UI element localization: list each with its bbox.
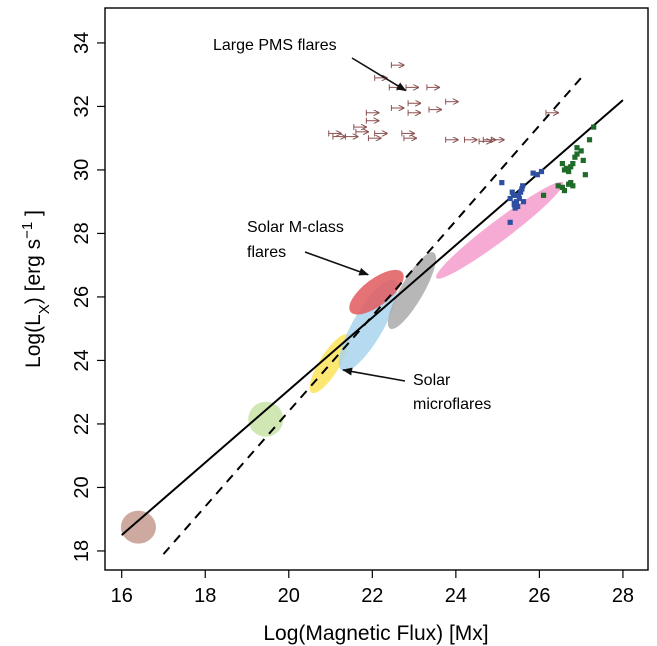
y-tick-label: 34 [71,32,93,54]
x-tick-label: 18 [194,585,216,607]
series-2-point [555,183,561,189]
fit-line-solid [121,99,624,536]
series-2-point [559,160,565,167]
y-tick-label: 24 [71,349,93,371]
pms-upper-limit-point [390,62,405,69]
series-2-point [568,180,574,186]
pms-upper-limit-point [407,100,422,107]
series-2-point [568,164,574,170]
pms-upper-limit-point [353,124,367,131]
series-1-point [510,192,517,198]
data-points [328,62,597,225]
series-1-point [511,200,517,206]
x-tick-label: 24 [445,585,467,607]
pms-upper-limit-point [426,84,440,91]
plot-frame [104,7,649,571]
series-1-point [520,199,527,205]
pms-upper-limit-point [328,130,342,137]
pms-upper-limit-point [407,109,422,116]
pms-upper-limit-point [374,130,388,137]
region-ellipse-1 [248,401,284,437]
y-axis-title: Log(LX) [erg s−1 ] [19,210,53,368]
x-tick-label: 28 [612,585,634,607]
annotation-large-pms-flares: Large PMS flares [213,37,337,54]
pms-upper-limit-point [403,135,417,142]
series-2-point [561,187,568,194]
x-axis-ticks: 16 18 20 22 24 26 28 [111,570,634,607]
series-1-point [515,192,522,198]
series-1-point [516,195,522,202]
region-ellipses [120,181,564,544]
x-tick-label: 16 [111,585,133,607]
series-1-point [515,203,521,210]
annotation-solar-m-class-flares: Solar M-class flares [247,219,348,261]
x-tick-label: 22 [361,585,383,607]
pms-upper-limit-point [478,138,493,145]
pms-upper-limit-point [332,133,346,140]
annotation-arrows [304,57,407,382]
series-2-point [566,168,572,175]
y-tick-label: 26 [71,286,93,308]
series-2-point [586,137,593,143]
series-2-point [572,154,578,160]
pms-upper-limit-point [445,136,459,143]
series-2-point [574,151,580,157]
series-2-point [570,183,576,189]
x-tick-label: 26 [528,585,550,607]
pms-upper-limit-point [355,128,369,135]
series-2-point [582,172,588,178]
y-tick-label: 30 [71,159,93,181]
pms-upper-limit-point [344,133,359,140]
series-1-point [534,172,540,178]
region-ellipse-5 [349,269,404,315]
pms-upper-limit-point [390,105,405,112]
y-tick-label: 22 [71,413,93,435]
region-ellipse-0 [120,510,156,544]
series-1-point [520,183,526,189]
annotation-arrow-0 [351,57,407,92]
pms-upper-limit-point [405,84,420,91]
pms-upper-limit-point [428,106,442,113]
x-axis-title: Log(Magnetic Flux) [Mx] [263,622,488,645]
pms-upper-limit-point [463,136,478,143]
series-2-point [580,157,586,164]
series-2-point [559,184,565,190]
annotation-arrow-2 [342,367,406,382]
pms-upper-limit-point [365,117,380,124]
annotation-solar-microflares: Solar microflares [413,372,491,413]
pms-upper-limit-point [545,109,559,116]
annotation-arrow-1 [304,251,370,276]
y-tick-label: 28 [71,222,93,244]
y-tick-label: 20 [71,476,93,498]
series-1-point [509,189,515,195]
pms-upper-limit-point [365,109,380,116]
y-tick-label: 18 [71,540,93,562]
region-ellipse-2 [309,334,350,394]
series-1-point [519,186,525,192]
series-1-point [518,189,524,195]
series-1-point [538,168,545,175]
pms-upper-limit-point [401,130,415,137]
series-2-point [574,145,580,151]
series-2-point [570,160,576,167]
pms-upper-limit-point [445,98,459,105]
series-2-point [578,148,584,154]
y-tick-label: 32 [71,95,93,117]
region-ellipse-6 [436,181,564,279]
series-2-point [563,165,570,171]
y-axis-ticks: 18 20 22 24 26 28 30 32 34 [71,32,105,562]
series-1-point [499,180,505,186]
pms-upper-limit-point [482,136,497,143]
x-tick-label: 20 [278,585,300,607]
series-2-point [591,124,597,130]
series-1-point [507,219,513,225]
series-1-point [507,195,513,202]
pms-upper-limit-point [367,135,382,142]
series-2-point [540,192,547,198]
series-1-point [530,170,536,176]
